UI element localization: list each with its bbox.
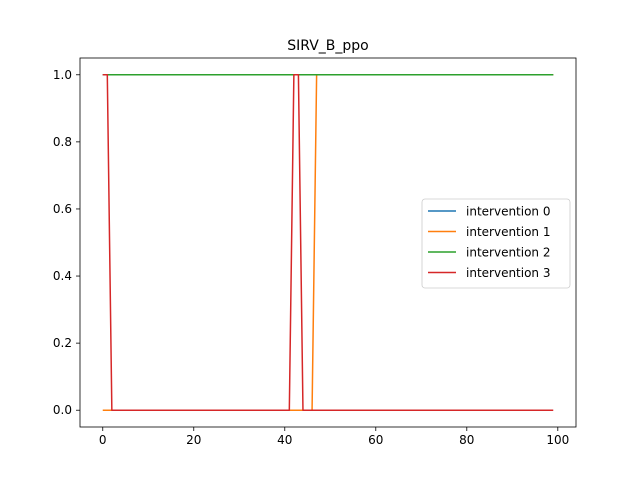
legend-label-3: intervention 3 [466, 266, 551, 280]
y-tick-label: 0.8 [53, 135, 72, 149]
x-tick-label: 40 [277, 433, 292, 447]
x-tick-label: 100 [546, 433, 569, 447]
x-axis: 0 20 40 60 80 100 [99, 427, 569, 447]
legend-label-1: intervention 1 [466, 225, 551, 239]
y-tick-label: 0.4 [53, 269, 72, 283]
legend-box [421, 198, 571, 289]
y-tick-label: 1.0 [53, 68, 72, 82]
x-tick-label: 0 [99, 433, 107, 447]
chart-title: SIRV_B_ppo [287, 38, 369, 54]
plot-frame [79, 57, 577, 428]
x-tick-label: 80 [459, 433, 474, 447]
y-tick-label: 0.2 [53, 336, 72, 350]
legend-label-2: intervention 2 [466, 246, 551, 260]
legend: intervention 0 intervention 1 intervention… [421, 198, 571, 289]
series-layer [102, 74, 554, 411]
x-tick-label: 20 [186, 433, 201, 447]
series-line-1 [102, 74, 554, 411]
legend-label-0: intervention 0 [466, 205, 551, 219]
y-tick-label: 0.0 [53, 403, 72, 417]
series-line-3 [102, 74, 554, 411]
y-tick-label: 0.6 [53, 202, 72, 216]
y-axis: 0.0 0.2 0.4 0.6 0.8 1.0 [53, 68, 80, 417]
x-tick-label: 60 [368, 433, 383, 447]
